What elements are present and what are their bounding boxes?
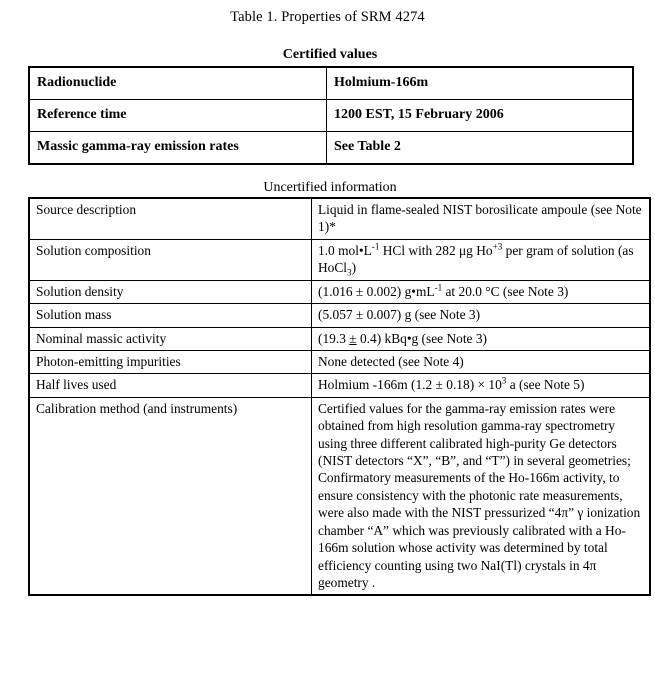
uncertified-row-key: Source description [28,197,312,240]
uncertified-row-key: Solution mass [28,303,312,328]
uncertified-row-value: Holmium -166m (1.2 ± 0.18) × 103 a (see … [311,373,651,398]
plus-minus-symbol: ± [349,330,357,346]
uncertified-row-value: (19.3 ± 0.4) kBq•g (see Note 3) [311,326,651,351]
superscript: -1 [371,241,380,252]
text-fragment: 1.0 mol•L [318,242,372,258]
uncertified-row-value: 1.0 mol•L-1 HCl with 282 μg Ho+3 per gra… [311,238,651,281]
table-row: Calibration method (and instruments) Cer… [28,396,651,596]
text-fragment: at 20.0 °C (see Note 3) [442,283,569,299]
text-fragment: Holmium -166m (1.2 [318,377,436,393]
uncertified-row-key: Photon-emitting impurities [28,349,312,375]
table-row: Nominal massic activity (19.3 ± 0.4) kBq… [28,326,651,351]
text-fragment: a (see Note 5) [506,377,585,393]
uncertified-row-value: Certified values for the gamma-ray emiss… [311,396,651,596]
text-fragment: HCl with 282 μg Ho [379,242,493,258]
certified-values-table: Radionuclide Holmium-166m Reference time… [28,66,634,165]
plus-minus-symbol: ± [435,377,443,393]
text-fragment: (1.016 ± 0.002) g•mL [318,283,435,299]
table-row: Photon-emitting impurities None detected… [28,349,651,375]
certified-row-key: Radionuclide [28,66,327,100]
certified-row-key: Reference time [28,99,327,132]
uncertified-row-key: Solution composition [28,238,312,281]
page-title: Table 1. Properties of SRM 4274 [230,9,425,25]
text-fragment: 0.18) × 10 [442,377,502,393]
certified-row-value: 1200 EST, 15 February 2006 [326,99,634,132]
superscript: +3 [492,241,503,252]
uncertified-information-table: Source description Liquid in flame-seale… [28,197,651,597]
certified-row-value: See Table 2 [326,131,634,165]
table-row: Solution composition 1.0 mol•L-1 HCl wit… [28,238,651,281]
uncertified-row-value: (1.016 ± 0.002) g•mL-1 at 20.0 °C (see N… [311,279,651,305]
uncertified-row-value: (5.057 ± 0.007) g (see Note 3) [311,303,651,328]
superscript: 3 [501,375,507,386]
uncertified-row-value: None detected (see Note 4) [311,349,651,375]
table-row: Reference time 1200 EST, 15 February 200… [28,99,634,132]
uncertified-row-key: Nominal massic activity [28,326,312,351]
table-row: Massic gamma-ray emission rates See Tabl… [28,131,634,165]
text-fragment: 0.4) kBq•g (see Note 3) [356,330,487,346]
certified-row-value: Holmium-166m [326,66,634,100]
subscript: 3 [347,267,352,278]
table-row: Solution density (1.016 ± 0.002) g•mL-1 … [28,279,651,305]
text-fragment: (19.3 [318,330,350,346]
table-row: Radionuclide Holmium-166m [28,66,634,100]
uncertified-row-key: Half lives used [28,373,312,398]
uncertified-row-value: Liquid in flame-sealed NIST borosilicate… [311,197,651,240]
text-fragment: ) [351,260,357,276]
uncertified-row-key: Solution density [28,279,312,305]
table-row: Solution mass (5.057 ± 0.007) g (see Not… [28,303,651,328]
table-row: Source description Liquid in flame-seale… [28,197,651,240]
uncertified-information-caption: Uncertified information [263,180,397,195]
certified-row-key: Massic gamma-ray emission rates [28,131,327,165]
table-row: Half lives used Holmium -166m (1.2 ± 0.1… [28,373,651,398]
text-fragment: per gram of solution (as HoCl [318,242,634,276]
uncertified-row-key: Calibration method (and instruments) [28,396,312,596]
superscript: -1 [434,282,443,293]
certified-values-caption: Certified values [282,47,378,62]
